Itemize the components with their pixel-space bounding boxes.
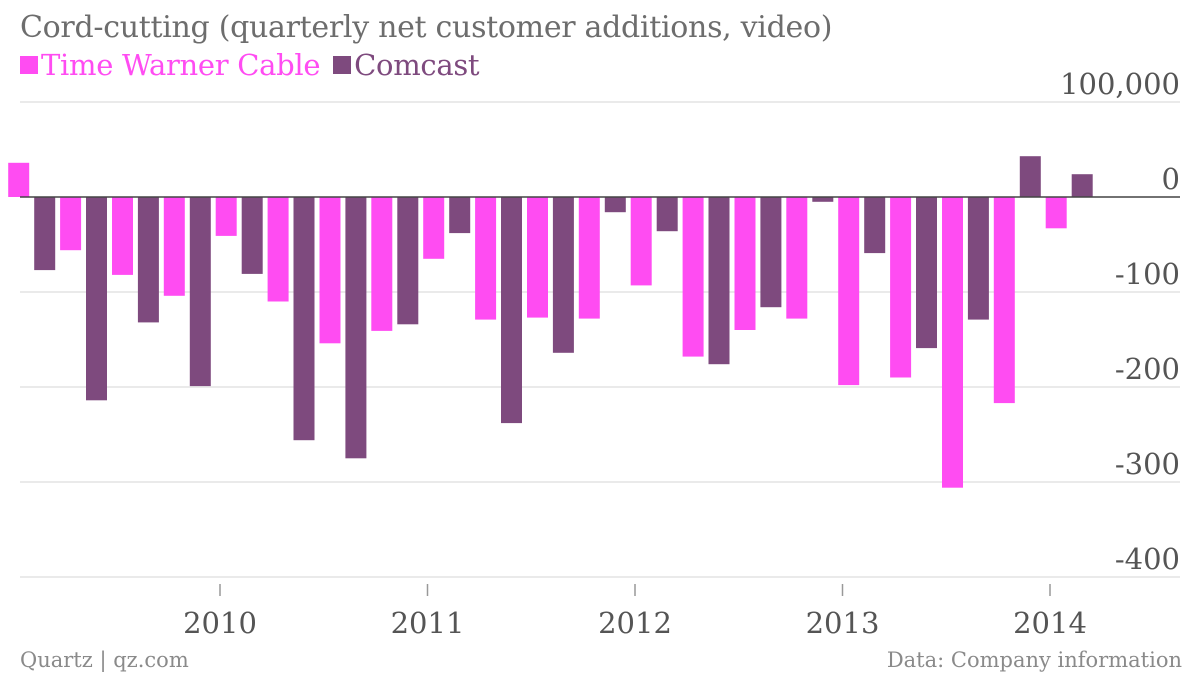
x-tick-label: 2014 <box>1013 606 1087 640</box>
bar-time-warner-cable <box>267 197 289 302</box>
legend-swatch-comcast <box>333 56 352 74</box>
bar-time-warner-cable <box>682 197 704 357</box>
legend-item-comcast: Comcast <box>333 48 480 82</box>
bar-comcast <box>552 197 574 353</box>
gridlines <box>20 101 1180 578</box>
footer-source-right: Data: Company information <box>886 648 1182 672</box>
bar-time-warner-cable <box>942 197 963 488</box>
bar-comcast <box>293 197 315 441</box>
y-axis-ticks: 100,000 0 -100 -200 -300 -400 <box>1060 67 1180 576</box>
bar-comcast <box>86 197 107 401</box>
bar-time-warner-cable <box>838 197 860 386</box>
legend-swatch-time-warner-cable <box>20 56 38 74</box>
bar-comcast <box>34 197 56 271</box>
bar-comcast <box>1071 174 1093 197</box>
bar-time-warner-cable <box>60 197 82 251</box>
bar-comcast <box>1019 156 1041 197</box>
bar-comcast <box>449 197 471 234</box>
y-tick-label: -100 <box>1115 257 1180 291</box>
bar-time-warner-cable <box>630 197 652 286</box>
legend-label-comcast: Comcast <box>354 48 480 82</box>
bar-time-warner-cable <box>890 197 912 378</box>
bar-time-warner-cable <box>112 197 133 275</box>
y-tick-label: -400 <box>1115 542 1180 576</box>
chart-title: Cord-cutting (quarterly net customer add… <box>20 10 833 45</box>
bar-time-warner-cable <box>319 197 341 344</box>
y-tick-label: 100,000 <box>1060 67 1180 101</box>
bar-comcast <box>345 197 367 459</box>
bar-comcast <box>760 197 782 308</box>
x-axis-ticks: 2010 2011 2012 2013 2014 <box>183 584 1087 640</box>
bar-time-warner-cable <box>8 162 30 197</box>
bar-time-warner-cable <box>786 197 808 319</box>
x-tick-label: 2013 <box>806 606 880 640</box>
bar-comcast <box>916 197 937 349</box>
y-tick-label: 0 <box>1162 162 1180 196</box>
legend-item-time-warner-cable: Time Warner Cable <box>20 48 321 82</box>
x-tick-label: 2011 <box>391 606 465 640</box>
footer-source-left: Quartz | qz.com <box>20 648 189 672</box>
bar-time-warner-cable <box>993 197 1015 404</box>
bars <box>8 156 1093 488</box>
bar-time-warner-cable <box>1045 197 1067 229</box>
bar-time-warner-cable <box>734 197 756 330</box>
chart-legend: Time Warner Cable Comcast <box>20 48 483 82</box>
bar-comcast <box>708 197 730 365</box>
bar-time-warner-cable <box>475 197 497 320</box>
bar-time-warner-cable <box>163 197 185 296</box>
bar-time-warner-cable <box>423 197 445 259</box>
bar-comcast <box>967 197 989 320</box>
bar-comcast <box>812 197 834 202</box>
bar-time-warner-cable <box>578 197 600 319</box>
bar-time-warner-cable <box>371 197 393 331</box>
bar-time-warner-cable <box>527 197 548 318</box>
bar-comcast <box>604 197 626 213</box>
bar-comcast <box>397 197 419 325</box>
bar-comcast <box>864 197 886 254</box>
legend-label-time-warner-cable: Time Warner Cable <box>41 48 321 82</box>
bar-comcast <box>656 197 678 232</box>
x-tick-label: 2010 <box>183 606 257 640</box>
y-tick-label: -200 <box>1115 352 1180 386</box>
bar-comcast <box>241 197 263 274</box>
bar-comcast <box>137 197 159 323</box>
x-tick-label: 2012 <box>598 606 672 640</box>
bar-comcast <box>501 197 522 424</box>
bar-time-warner-cable <box>215 197 237 236</box>
bar-comcast <box>189 197 211 387</box>
y-tick-label: -300 <box>1115 447 1180 481</box>
